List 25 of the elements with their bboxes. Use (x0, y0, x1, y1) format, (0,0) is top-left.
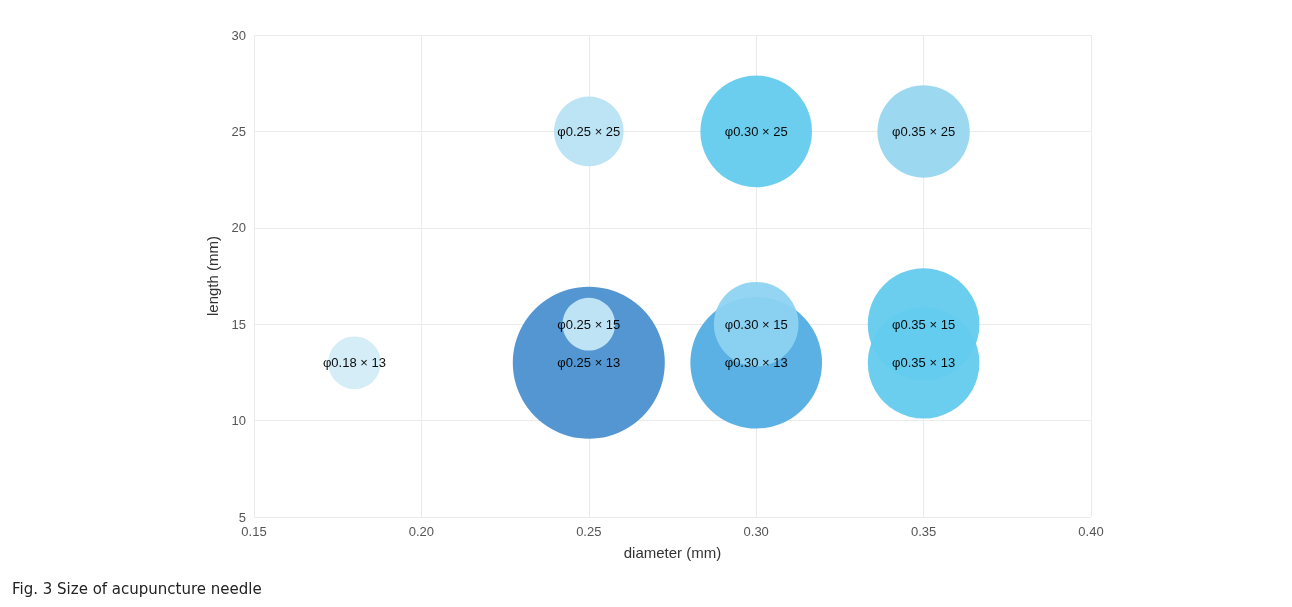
y-tick-label: 20 (231, 220, 246, 236)
data-label: φ0.35 × 25 (892, 123, 956, 139)
data-label: φ0.25 × 13 (557, 355, 621, 371)
y-tick-label: 5 (238, 509, 246, 525)
y-tick-label: 30 (231, 27, 246, 43)
data-label: φ0.35 × 15 (892, 316, 956, 332)
x-tick-label: 0.35 (910, 524, 937, 539)
data-label: φ0.30 × 15 (724, 316, 788, 332)
x-tick-label: 0.40 (1078, 524, 1104, 539)
data-label: φ0.25 × 25 (557, 123, 621, 139)
data-label: φ0.30 × 13 (724, 355, 788, 371)
y-tick-label: 15 (231, 316, 246, 332)
y-tick-label: 25 (231, 123, 246, 139)
data-label: φ0.35 × 13 (892, 355, 956, 371)
data-label: φ0.30 × 25 (724, 123, 788, 139)
x-tick-label: 0.15 (241, 524, 267, 539)
y-axis-title: length (mm) (204, 235, 221, 317)
x-tick-label: 0.20 (408, 524, 435, 539)
data-label: φ0.18 × 13 (322, 355, 386, 371)
x-axis-title: diameter (mm) (623, 544, 722, 561)
caption: Fig. 3 Size of acupuncture needle (12, 580, 262, 598)
y-tick-label: 10 (231, 413, 246, 429)
data-label: φ0.25 × 15 (557, 316, 621, 332)
x-tick-label: 0.30 (743, 524, 769, 539)
x-tick-label: 0.25 (576, 524, 602, 539)
